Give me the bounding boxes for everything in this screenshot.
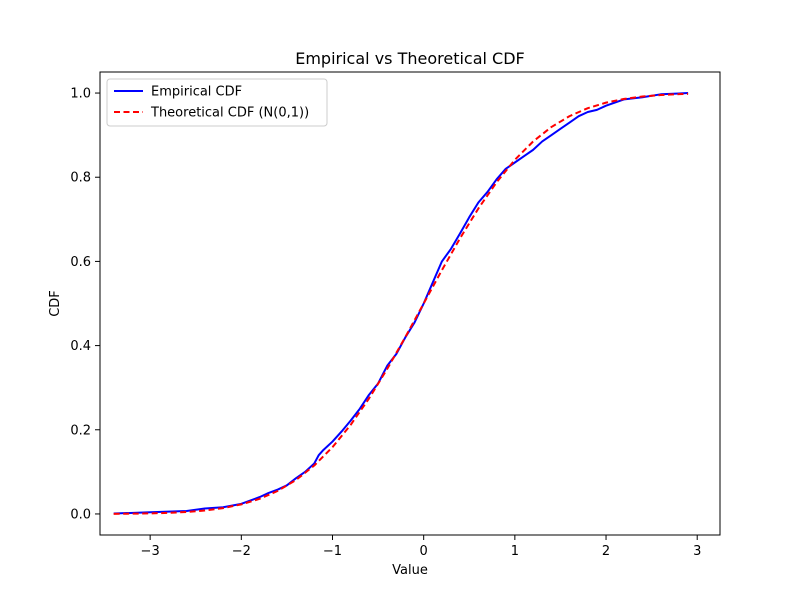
series-layer xyxy=(113,92,689,515)
legend-label-theoretical: Theoretical CDF (N(0,1)) xyxy=(150,106,309,121)
y-tick-label: 0.6 xyxy=(70,255,91,270)
x-tick-label: 3 xyxy=(693,544,701,559)
x-tick-label: 1 xyxy=(511,544,519,559)
legend: Empirical CDF Theoretical CDF (N(0,1)) xyxy=(106,78,328,127)
chart-title: Empirical vs Theoretical CDF xyxy=(295,49,525,68)
y-tick-label: 1.0 xyxy=(70,87,91,102)
y-axis-label: CDF xyxy=(48,290,63,317)
x-tick-label: 0 xyxy=(420,544,428,559)
y-tick-label: 0.8 xyxy=(70,171,91,186)
x-tick-label: −2 xyxy=(232,544,251,559)
y-axis: 0.0 0.2 0.4 0.6 0.8 1.0 xyxy=(70,87,100,522)
x-axis-label: Value xyxy=(392,563,428,578)
x-tick-label: −3 xyxy=(141,544,160,559)
series-line-theoretical xyxy=(113,92,689,515)
legend-label-empirical: Empirical CDF xyxy=(151,85,242,100)
y-tick-label: 0.4 xyxy=(70,339,91,354)
x-axis: −3 −2 −1 0 1 2 3 xyxy=(141,535,701,559)
y-tick-label: 0.2 xyxy=(70,423,91,438)
x-tick-label: 2 xyxy=(602,544,610,559)
x-tick-label: −1 xyxy=(323,544,342,559)
plot-frame xyxy=(99,71,721,536)
legend-box xyxy=(106,78,328,127)
y-tick-label: 0.0 xyxy=(70,507,91,522)
